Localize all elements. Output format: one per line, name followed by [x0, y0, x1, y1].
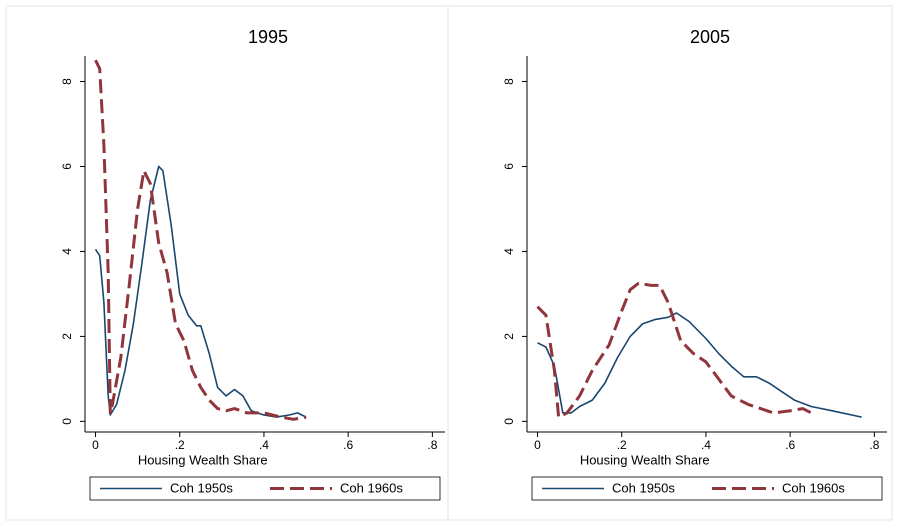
y-tick-label: 4 [60, 248, 74, 255]
series-line [94, 59, 307, 421]
legend-label: Coh 1960s [340, 480, 403, 495]
x-tick-label: .2 [617, 438, 627, 452]
x-tick-label: .8 [427, 438, 437, 452]
legend-label: Coh 1960s [782, 480, 845, 495]
x-tick-label: 0 [92, 438, 99, 452]
x-tick-label: .6 [343, 438, 353, 452]
series-line [536, 281, 812, 419]
x-tick-label: .8 [869, 438, 879, 452]
y-tick-label: 2 [502, 333, 516, 340]
y-tick-label: 8 [60, 78, 74, 85]
y-tick-label: 2 [60, 333, 74, 340]
x-tick-label: .4 [701, 438, 711, 452]
panel [447, 5, 893, 521]
legend-box [531, 476, 883, 501]
panel [5, 5, 451, 521]
legend-label: Coh 1950s [612, 480, 675, 495]
x-tick-label: 0 [534, 438, 541, 452]
legend-label: Coh 1950s [170, 480, 233, 495]
y-tick-label: 8 [502, 78, 516, 85]
y-tick-label: 0 [502, 418, 516, 425]
x-tick-label: .6 [785, 438, 795, 452]
x-axis-label: Housing Wealth Share [138, 452, 268, 467]
y-tick-label: 6 [502, 163, 516, 170]
x-axis-label: Housing Wealth Share [580, 452, 710, 467]
y-tick-label: 6 [60, 163, 74, 170]
x-tick-label: .4 [259, 438, 269, 452]
legend-box [89, 476, 441, 501]
panel-title: 1995 [248, 27, 288, 47]
y-tick-label: 0 [60, 418, 74, 425]
x-tick-label: .2 [175, 438, 185, 452]
panel-title: 2005 [690, 27, 730, 47]
y-tick-label: 4 [502, 248, 516, 255]
